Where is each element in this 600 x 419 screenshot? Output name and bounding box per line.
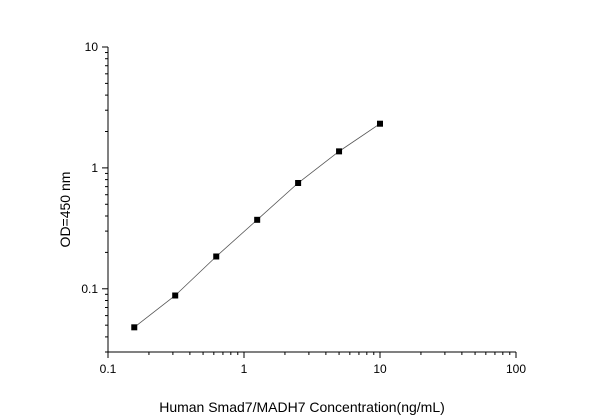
data-points: [131, 120, 383, 331]
x-tick-label: 0.1: [100, 362, 117, 376]
x-tick-label: 100: [506, 362, 526, 376]
axes: [107, 47, 516, 353]
fitted-curve-line: [134, 123, 381, 328]
y-tick-label: 10: [85, 40, 99, 54]
data-point-marker: [254, 216, 261, 223]
x-axis-label: Human Smad7/MADH7 Concentration(ng/mL): [159, 399, 445, 415]
data-point-marker: [336, 148, 343, 155]
data-point-marker: [377, 120, 383, 127]
x-tick-label: 10: [373, 362, 387, 376]
data-point-marker: [172, 292, 179, 299]
y-tick-label: 1: [91, 161, 98, 175]
x-axis-ticks: 0.1 1 10 100: [100, 352, 526, 376]
data-point-marker: [131, 324, 138, 331]
y-axis-ticks: 0.1 1 10: [81, 40, 108, 353]
y-axis-label: OD=450 nm: [57, 172, 73, 248]
x-tick-label: 1: [241, 362, 248, 376]
data-point-marker: [213, 253, 220, 260]
y-tick-label: 0.1: [81, 282, 98, 296]
data-point-marker: [295, 179, 302, 186]
